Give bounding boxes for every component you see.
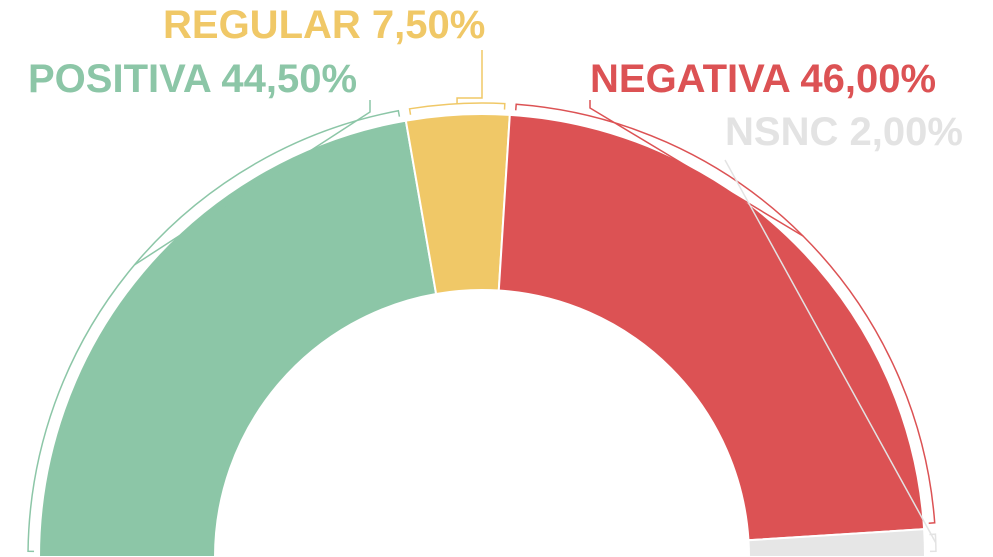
category-name: POSITIVA bbox=[28, 57, 211, 101]
connector bbox=[134, 100, 371, 266]
bracket bbox=[929, 533, 937, 553]
connector bbox=[589, 100, 804, 237]
segment bbox=[747, 528, 927, 557]
value-label: 44,50% bbox=[221, 57, 357, 101]
connector bbox=[456, 50, 483, 104]
value-label: 7,50% bbox=[372, 3, 485, 47]
segment bbox=[37, 119, 438, 557]
value-label: 2,00% bbox=[849, 110, 962, 154]
bracket bbox=[27, 109, 401, 553]
category-name: REGULAR bbox=[163, 3, 361, 47]
segment-label: REGULAR 7,50% bbox=[163, 3, 485, 47]
bracket bbox=[408, 102, 506, 115]
value-label: 46,00% bbox=[800, 57, 936, 101]
segment-label: NEGATIVA 46,00% bbox=[590, 57, 936, 101]
segment-label: POSITIVA 44,50% bbox=[28, 57, 357, 101]
category-name: NEGATIVA bbox=[590, 57, 790, 101]
category-name: NSNC bbox=[725, 110, 838, 154]
segment bbox=[497, 113, 926, 542]
segment-label: NSNC 2,00% bbox=[725, 110, 963, 154]
connector bbox=[724, 159, 937, 544]
